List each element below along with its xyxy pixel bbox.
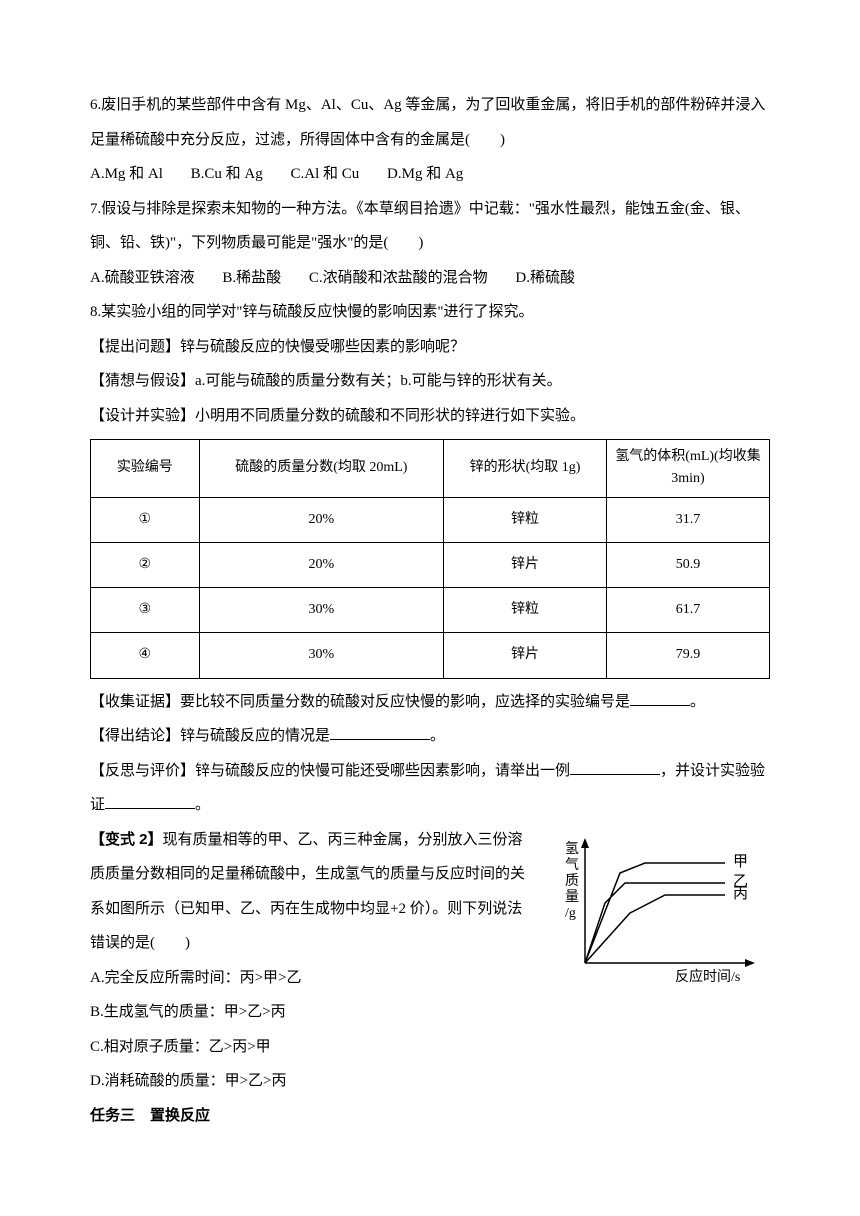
table-cell: 50.9 <box>607 542 770 587</box>
table-cell: 79.9 <box>607 633 770 678</box>
th-2: 锌的形状(均取 1g) <box>444 440 607 498</box>
variant2-text: 【变式 2】现有质量相等的甲、乙、丙三种金属，分别放入三份溶质质量分数相同的足量… <box>90 823 530 961</box>
th-1: 硫酸的质量分数(均取 20mL) <box>199 440 443 498</box>
chart-svg: 甲 乙 丙 氢 气 质 量 /g 反应时间/s <box>560 833 780 993</box>
y-arrow-icon <box>581 838 589 848</box>
table-row: ②20%锌片50.9 <box>91 542 770 587</box>
table-cell: ② <box>91 542 200 587</box>
variant2-body: 现有质量相等的甲、乙、丙三种金属，分别放入三份溶质质量分数相同的足量稀硫酸中，生… <box>90 832 525 952</box>
table-cell: 锌粒 <box>444 497 607 542</box>
hypo-label: 【猜想与假设】 <box>90 373 195 389</box>
q8-collect: 【收集证据】要比较不同质量分数的硫酸对反应快慢的影响，应选择的实验编号是 。 <box>90 685 770 720</box>
q8-design: 【设计并实验】小明用不同质量分数的硫酸和不同形状的锌进行如下实验。 <box>90 399 770 434</box>
y-label-3: 质 <box>565 873 579 889</box>
table-cell: 30% <box>199 588 443 633</box>
y-label-5: /g <box>565 906 576 921</box>
q6-text: 6.废旧手机的某些部件中含有 Mg、Al、Cu、Ag 等金属，为了回收重金属，将… <box>90 88 770 157</box>
q6-options: A.Mg 和 Al B.Cu 和 Ag C.Al 和 Cu D.Mg 和 Ag <box>90 157 770 192</box>
y-label-2: 气 <box>565 857 579 873</box>
table-cell: 锌片 <box>444 633 607 678</box>
reflect-end: 。 <box>195 797 210 813</box>
series-bing <box>585 895 725 963</box>
table-row: ③30%锌粒61.7 <box>91 588 770 633</box>
y-label-4: 量 <box>565 889 579 905</box>
table-cell: ④ <box>91 633 200 678</box>
q7-opt-b: B.稀盐酸 <box>222 270 281 286</box>
v2-opt-d: D.消耗硫酸的质量：甲>乙>丙 <box>90 1064 770 1099</box>
q6-opt-c: C.Al 和 Cu <box>291 166 360 182</box>
v2-opt-b: B.生成氢气的质量：甲>乙>丙 <box>90 995 770 1030</box>
table-cell: 20% <box>199 542 443 587</box>
q8-intro: 8.某实验小组的同学对"锌与硫酸反应快慢的影响因素"进行了探究。 <box>90 295 770 330</box>
task3-heading: 任务三 置换反应 <box>90 1099 770 1134</box>
table-body: ①20%锌粒31.7②20%锌片50.9③30%锌粒61.7④30%锌片79.9 <box>91 497 770 678</box>
table-cell: 31.7 <box>607 497 770 542</box>
table-cell: 30% <box>199 633 443 678</box>
table-cell: 锌片 <box>444 542 607 587</box>
q8-conclude: 【得出结论】锌与硫酸反应的情况是 。 <box>90 719 770 754</box>
x-arrow-icon <box>745 959 755 967</box>
q7-options: A.硫酸亚铁溶液 B.稀盐酸 C.浓硝酸和浓盐酸的混合物 D.稀硫酸 <box>90 261 770 296</box>
th-3: 氢气的体积(mL)(均收集 3min) <box>607 440 770 498</box>
variant2-label: 【变式 2】 <box>90 831 163 848</box>
ask-text: 锌与硫酸反应的快慢受哪些因素的影响呢？ <box>180 339 465 355</box>
blank-reflect1 <box>570 760 660 775</box>
q7-opt-d: D.稀硫酸 <box>515 270 575 286</box>
q8-reflect: 【反思与评价】锌与硫酸反应的快慢可能还受哪些因素影响，请举出一例，并设计实验验证… <box>90 754 770 823</box>
label-bing: 丙 <box>733 886 748 902</box>
reflect-text1: 锌与硫酸反应的快慢可能还受哪些因素影响，请举出一例 <box>195 763 570 779</box>
design-label: 【设计并实验】 <box>90 408 195 424</box>
reflect-label: 【反思与评价】 <box>90 763 195 779</box>
x-label: 反应时间/s <box>675 968 740 985</box>
table-header-row: 实验编号 硫酸的质量分数(均取 20mL) 锌的形状(均取 1g) 氢气的体积(… <box>91 440 770 498</box>
blank-conclude <box>330 725 430 740</box>
label-jia: 甲 <box>733 854 748 870</box>
experiment-table: 实验编号 硫酸的质量分数(均取 20mL) 锌的形状(均取 1g) 氢气的体积(… <box>90 439 770 679</box>
table-cell: 锌粒 <box>444 588 607 633</box>
blank-collect <box>630 691 690 706</box>
q7-opt-c: C.浓硝酸和浓盐酸的混合物 <box>309 270 488 286</box>
collect-text: 要比较不同质量分数的硫酸对反应快慢的影响，应选择的实验编号是 <box>180 694 630 710</box>
design-text: 小明用不同质量分数的硫酸和不同形状的锌进行如下实验。 <box>195 408 585 424</box>
q6-opt-b: B.Cu 和 Ag <box>191 166 263 182</box>
table-row: ④30%锌片79.9 <box>91 633 770 678</box>
conclude-label: 【得出结论】 <box>90 728 180 744</box>
q8-hypo: 【猜想与假设】a.可能与硫酸的质量分数有关；b.可能与锌的形状有关。 <box>90 364 770 399</box>
table-cell: ① <box>91 497 200 542</box>
line-chart: 甲 乙 丙 氢 气 质 量 /g 反应时间/s <box>560 833 780 993</box>
q7-opt-a: A.硫酸亚铁溶液 <box>90 270 195 286</box>
q7-text: 7.假设与排除是探索未知物的一种方法。《本草纲目拾遗》中记载："强水性最烈，能蚀… <box>90 192 770 261</box>
hypo-text: a.可能与硫酸的质量分数有关；b.可能与锌的形状有关。 <box>195 373 562 389</box>
collect-label: 【收集证据】 <box>90 694 180 710</box>
y-label-1: 氢 <box>565 841 579 857</box>
series-jia <box>585 863 725 963</box>
v2-opt-c: C.相对原子质量：乙>丙>甲 <box>90 1030 770 1065</box>
variant2-section: 【变式 2】现有质量相等的甲、乙、丙三种金属，分别放入三份溶质质量分数相同的足量… <box>90 823 770 1099</box>
th-0: 实验编号 <box>91 440 200 498</box>
q6-opt-d: D.Mg 和 Ag <box>387 166 463 182</box>
table-cell: ③ <box>91 588 200 633</box>
table-cell: 61.7 <box>607 588 770 633</box>
table-cell: 20% <box>199 497 443 542</box>
collect-end: 。 <box>690 694 705 710</box>
q8-ask: 【提出问题】锌与硫酸反应的快慢受哪些因素的影响呢？ <box>90 330 770 365</box>
blank-reflect2 <box>105 794 195 809</box>
table-row: ①20%锌粒31.7 <box>91 497 770 542</box>
q6-opt-a: A.Mg 和 Al <box>90 166 163 182</box>
ask-label: 【提出问题】 <box>90 339 180 355</box>
conclude-text: 锌与硫酸反应的情况是 <box>180 728 330 744</box>
conclude-end: 。 <box>430 728 445 744</box>
